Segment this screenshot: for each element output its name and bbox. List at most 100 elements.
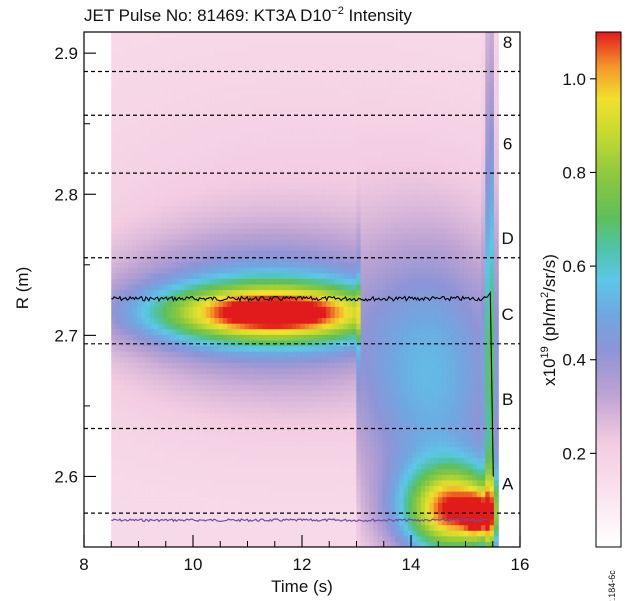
heatmap-cell [218,155,224,162]
heatmap-cell [128,149,134,156]
heatmap-cell [210,104,216,111]
heatmap-cell [283,138,289,145]
heatmap-cell [145,351,151,358]
heatmap-cell [223,485,228,492]
heatmap-cell [253,519,259,526]
heatmap-cell [300,177,306,184]
heatmap-cell [167,463,173,470]
heatmap-cell [334,367,340,375]
heatmap-cell [248,216,254,223]
heatmap-cell [115,423,121,431]
heatmap-cell [141,87,147,95]
heatmap-cell [231,356,237,363]
heatmap-cell [214,479,220,487]
heatmap-cell [326,345,332,352]
heatmap-cell [313,199,319,207]
heatmap-cell [128,54,134,61]
heatmap-cell [137,65,142,72]
heatmap-cell [180,87,185,95]
heatmap-cell [201,255,207,263]
heatmap-cell [235,239,241,246]
heatmap-cell [132,227,138,235]
heatmap-cell [184,367,190,375]
heatmap-cell [184,507,190,515]
heatmap-cell [197,535,203,542]
heatmap-cell [119,127,125,134]
heatmap-cell [231,166,237,173]
heatmap-cell [149,244,155,251]
heatmap-cell [197,127,203,134]
heatmap-cell [304,395,310,403]
heatmap-cell [253,183,259,190]
heatmap-cell [304,390,310,397]
heatmap-cell [240,379,246,386]
heatmap-cell [317,496,323,503]
heatmap-cell [240,272,246,279]
heatmap-cell [244,446,250,453]
heatmap-cell [223,496,228,503]
heatmap-cell [334,255,340,263]
heatmap-cell [201,496,207,503]
heatmap-cell [248,519,254,526]
heatmap-cell [248,149,254,156]
heatmap-cell [339,171,345,179]
heatmap-cell [278,76,284,83]
heatmap-cell [197,272,203,279]
heatmap-cell [145,373,151,380]
heatmap-cell [188,334,194,341]
heatmap-cell [266,272,271,279]
heatmap-cell [145,155,151,162]
heatmap-cell [201,205,207,212]
heatmap-cell [330,183,336,190]
heatmap-cell [197,37,203,44]
heatmap-cell [274,32,280,39]
heatmap-cell [197,255,203,263]
heatmap-cell [167,233,173,240]
heatmap-cell [210,491,216,498]
heatmap-cell [317,535,323,542]
heatmap-cell [266,519,271,526]
heatmap-cell [278,82,284,89]
heatmap-cell [214,407,220,414]
heatmap-cell [205,267,211,274]
heatmap-cell [149,278,155,285]
heatmap-cell [231,323,237,330]
heatmap-cell [343,530,349,537]
heatmap-cell [244,127,250,134]
heatmap-cell [330,345,336,352]
heatmap-cell [253,283,259,291]
heatmap-cell [201,334,207,341]
heatmap-cell [266,166,271,173]
heatmap-cell [270,457,276,464]
heatmap-cell [180,272,185,279]
heatmap-cell [300,244,306,251]
heatmap-cell [248,362,254,369]
heatmap-cell [162,199,168,207]
heatmap-cell [266,205,271,212]
heatmap-cell [330,233,336,240]
heatmap-cell [218,138,224,145]
heatmap-cell [175,222,181,229]
heatmap-cell [278,289,284,296]
heatmap-cell [317,468,323,475]
heatmap-cell [141,435,147,442]
heatmap-cell [162,491,168,498]
heatmap-cell [154,216,160,223]
heatmap-cell [261,227,267,235]
heatmap-cell [214,115,220,123]
heatmap-cell [223,132,228,139]
heatmap-cell [162,160,168,167]
heatmap-cell [171,177,177,184]
heatmap-cell [188,205,194,212]
heatmap-cell [180,205,185,212]
heatmap-cell [141,339,147,347]
heatmap-cell [119,216,125,223]
heatmap-cell [321,155,327,162]
heatmap-cell [154,82,160,89]
heatmap-cell [214,362,220,369]
heatmap-cell [158,530,164,537]
heatmap-cell [180,474,185,481]
heatmap-cell [223,211,228,218]
heatmap-cell [158,205,164,212]
heatmap-cell [167,205,173,212]
